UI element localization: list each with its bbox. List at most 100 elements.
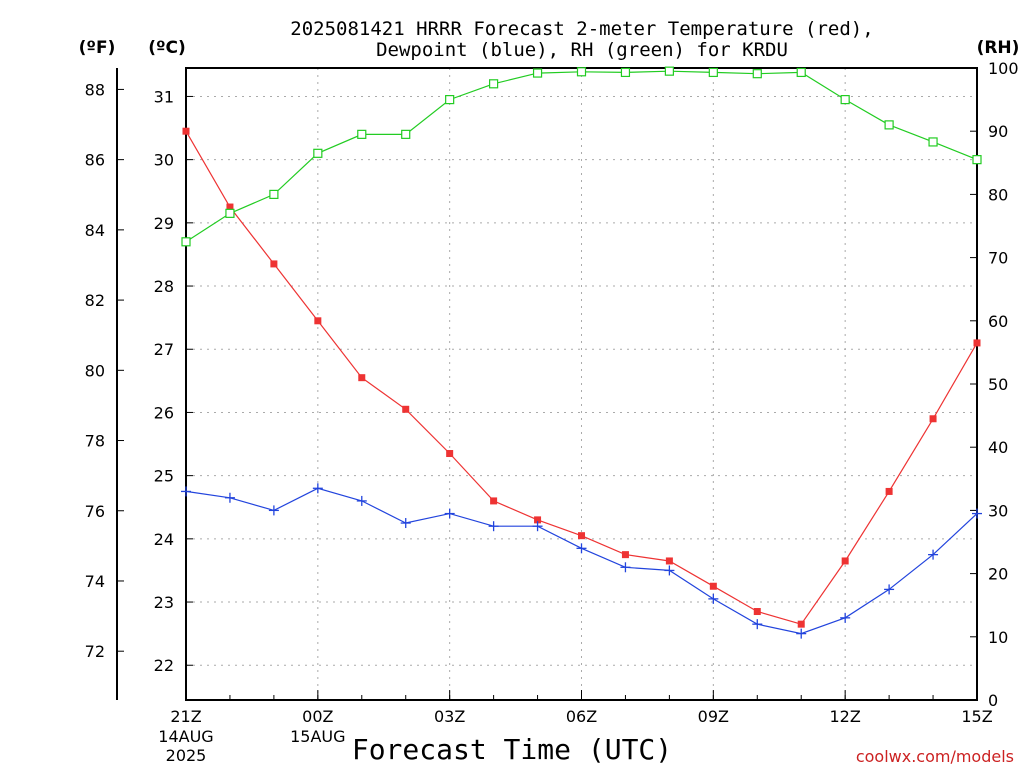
dewpoint-point: [840, 612, 851, 623]
rh-tick-label: 100: [988, 59, 1019, 78]
fahrenheit-tick-label: 84: [85, 221, 105, 240]
credit-text: coolwx.com/models: [856, 747, 1014, 766]
dewpoint-point: [400, 518, 411, 529]
dewpoint-point: [884, 584, 895, 595]
x-tick-label: 00Z: [302, 707, 333, 726]
fahrenheit-tick-label: 74: [85, 572, 105, 591]
fahrenheit-unit-label: (ºF): [79, 38, 116, 58]
rh-tick-label: 20: [988, 565, 1008, 584]
rh-tick-label: 0: [988, 691, 998, 710]
x-tick-label: 06Z: [566, 707, 597, 726]
rh-point: [576, 67, 587, 77]
rh-tick-label: 60: [988, 312, 1008, 331]
x-tick-label: 12Z: [830, 707, 861, 726]
dewpoint-point: [796, 628, 807, 639]
x-axis-title: Forecast Time (UTC): [352, 733, 672, 766]
celsius-tick-label: 24: [154, 530, 174, 549]
dewpoint-point: [708, 593, 719, 604]
rh-point: [445, 94, 455, 105]
fahrenheit-tick-label: 72: [85, 642, 105, 661]
rh-point: [664, 66, 674, 76]
temperature-point: [314, 317, 322, 325]
celsius-tick-label: 30: [154, 151, 174, 170]
temperature-point: [182, 127, 190, 135]
dewpoint-point: [664, 565, 675, 576]
celsius-tick-label: 23: [154, 593, 174, 612]
rh-point: [181, 237, 191, 247]
rh-tick-label: 10: [988, 628, 1008, 647]
x-tick-year-label: 2025: [166, 746, 207, 765]
temperature-point: [358, 374, 366, 382]
rh-point: [225, 208, 235, 218]
temperature-point: [270, 260, 278, 268]
rh-point: [840, 94, 850, 105]
temperature-point: [841, 557, 849, 565]
rh-tick-label: 70: [988, 249, 1008, 268]
rh-point: [884, 120, 894, 130]
celsius-tick-label: 22: [154, 656, 174, 675]
temperature-point: [885, 487, 893, 495]
x-tick-label: 15Z: [961, 707, 992, 726]
temperature-point: [578, 532, 585, 540]
rh-point: [620, 67, 631, 78]
temperature-point: [226, 203, 234, 211]
temperature-point: [446, 450, 454, 458]
dewpoint-point: [576, 543, 587, 554]
dewpoint-point: [312, 483, 323, 494]
rh-point: [357, 129, 367, 139]
rh-point: [708, 67, 718, 78]
temperature-point: [402, 405, 410, 413]
temperature-point: [797, 620, 805, 628]
chart-title-line-2: Dewpoint (blue), RH (green) for KRDU: [376, 39, 788, 61]
dewpoint-point: [268, 505, 279, 516]
rh-point: [313, 148, 323, 158]
dewpoint-point: [532, 521, 543, 532]
celsius-unit-label: (ºC): [148, 38, 186, 58]
dewpoint-point: [181, 486, 191, 497]
x-tick-label: 21Z: [170, 707, 201, 726]
x-tick-date-label: 15AUG: [290, 727, 345, 746]
rh-tick-label: 50: [988, 375, 1008, 394]
dewpoint-point: [224, 492, 235, 503]
rh-point: [752, 69, 762, 79]
chart-title-line-1: 2025081421 HRRR Forecast 2-meter Tempera…: [290, 18, 873, 40]
fahrenheit-tick-label: 82: [85, 291, 105, 310]
grid-lines: [186, 68, 977, 700]
celsius-tick-label: 26: [154, 403, 174, 422]
rh-tick-label: 80: [988, 185, 1008, 204]
celsius-tick-label: 25: [154, 467, 174, 486]
rh-point: [796, 67, 806, 78]
x-tick-date-label: 14AUG: [158, 727, 213, 746]
fahrenheit-tick-label: 88: [85, 80, 105, 99]
dewpoint-point: [488, 521, 499, 532]
dewpoint-point: [928, 549, 939, 560]
celsius-tick-label: 27: [154, 340, 174, 359]
temperature-point: [490, 497, 498, 505]
temperature-point: [929, 415, 937, 423]
temperature-point: [973, 339, 981, 347]
rh-point: [972, 155, 982, 165]
x-tick-label: 03Z: [434, 707, 465, 726]
temperature-point: [621, 551, 629, 559]
temperature-point: [534, 516, 542, 524]
temperature-point: [665, 557, 673, 565]
celsius-tick-label: 28: [154, 277, 174, 296]
series-group: [181, 66, 982, 639]
rh-point: [489, 79, 499, 89]
dewpoint-point: [620, 562, 631, 573]
fahrenheit-tick-label: 86: [85, 151, 105, 170]
axis-ticks: 2223242526272829303172747678808284868801…: [85, 59, 1019, 765]
rh-tick-label: 90: [988, 122, 1008, 141]
fahrenheit-tick-label: 78: [85, 432, 105, 451]
x-tick-label: 09Z: [698, 707, 729, 726]
fahrenheit-tick-label: 76: [85, 502, 105, 521]
dewpoint-point: [972, 508, 982, 519]
celsius-tick-label: 31: [154, 87, 174, 106]
dewpoint-point: [356, 495, 367, 506]
rh-tick-label: 40: [988, 438, 1008, 457]
temperature-point: [709, 582, 717, 590]
rh-unit-label: (RH): [977, 38, 1020, 58]
rh-tick-label: 30: [988, 501, 1008, 520]
dewpoint-point: [752, 619, 763, 630]
